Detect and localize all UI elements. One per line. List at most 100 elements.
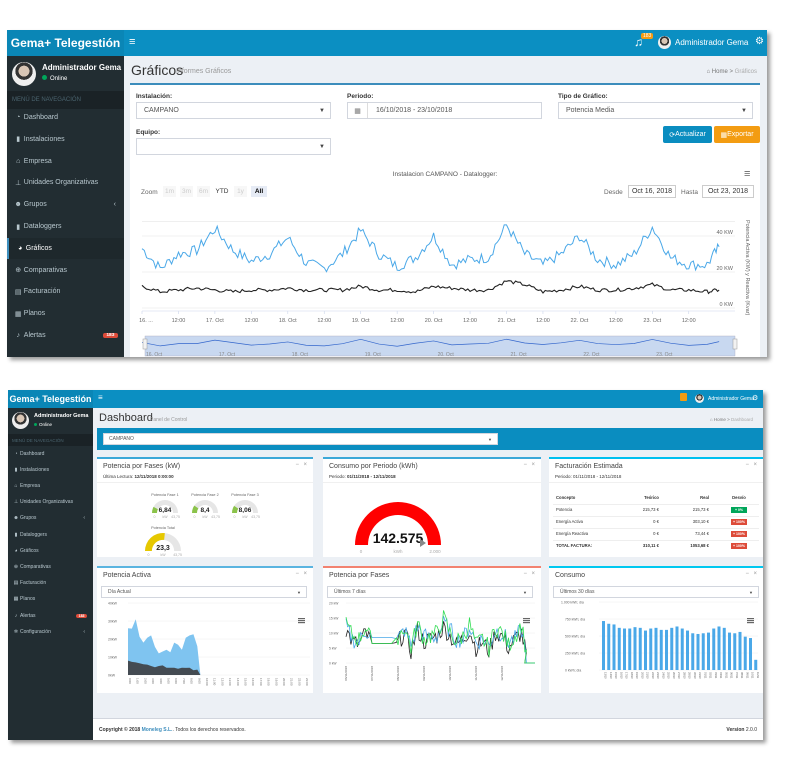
sidebar-item-comparativas[interactable]: ⊕ Comparativas xyxy=(8,559,93,574)
sidebar-item-unidades[interactable]: ⊥ Unidades Organizativas xyxy=(7,172,124,193)
installation-bar: CAMPANO ▼ xyxy=(97,428,763,450)
sidebar-item-dashboard[interactable]: ◔ Dashboard xyxy=(7,107,124,128)
collapse-icon[interactable]: − xyxy=(745,571,749,577)
navigator-left-handle[interactable] xyxy=(142,338,148,350)
zoom-6m-button[interactable]: 6m xyxy=(197,186,210,197)
periodo-input[interactable]: ▦ 16/10/2018 - 23/10/2018 xyxy=(347,102,542,119)
y-tick-label: 5 kW xyxy=(329,647,337,651)
sidebar-item-configuracion[interactable]: ✲ Configuración ‹ xyxy=(8,624,93,639)
gauge-min: 0 xyxy=(193,515,195,519)
avatar[interactable] xyxy=(695,394,704,403)
sidebar-item-label: Facturación xyxy=(23,288,61,296)
close-icon[interactable]: × xyxy=(303,462,307,468)
sidebar-item-grupos[interactable]: ☻ Grupos ‹ xyxy=(8,511,93,526)
period-select[interactable]: Últimos 30 días ▼ xyxy=(553,586,759,598)
gauge-fill xyxy=(145,533,165,551)
installation-select[interactable]: CAMPANO ▼ xyxy=(103,433,498,445)
consumo-bar-chart[interactable]: 0 kWh; día 250 kWh; día 500 kWh; día 750 kW… xyxy=(551,598,760,690)
sidebar-item-alertas[interactable]: ♪ Alertas 183 xyxy=(7,325,124,346)
series-line-1 xyxy=(141,280,720,295)
sidebar-item-planos[interactable]: ▦ Planos xyxy=(7,303,124,324)
caret-down-icon: ▼ xyxy=(319,143,325,150)
notifications-bell-icon[interactable]: ♫ xyxy=(634,35,643,49)
bar xyxy=(617,627,621,670)
chart-menu-icon[interactable] xyxy=(523,618,530,624)
close-icon[interactable]: × xyxy=(531,571,535,577)
potencia-activa-chart[interactable]: 0kW 10kW 20kW 30kW 40kW 0:00 1:00 2:00 3:00 4:00 5… xyxy=(100,598,310,690)
settings-gears-icon[interactable]: ⚙ xyxy=(752,395,759,402)
user-status: Online xyxy=(34,422,52,427)
hasta-input[interactable]: Oct 23, 2018 xyxy=(702,185,754,198)
sidebar-item-instalaciones[interactable]: ▮ Instalaciones xyxy=(8,462,93,477)
sidebar-item-empresa[interactable]: ⌂ Empresa xyxy=(7,151,124,172)
user-menu-name[interactable]: Administrador Gema xyxy=(708,396,754,402)
chart-menu-icon[interactable] xyxy=(298,618,305,624)
close-icon[interactable]: × xyxy=(753,462,757,468)
navigator-right-handle[interactable] xyxy=(732,338,738,350)
gauge-value: 6,84 xyxy=(159,507,172,514)
collapse-icon[interactable]: − xyxy=(523,571,527,577)
sidebar-toggle-icon[interactable]: ≡ xyxy=(129,36,136,48)
sidebar-toggle-icon[interactable]: ≡ xyxy=(98,393,103,402)
close-icon[interactable]: × xyxy=(753,571,757,577)
desde-input[interactable]: Oct 16, 2018 xyxy=(628,185,676,198)
sidebar-item-graficos[interactable]: ◕ Gráficos xyxy=(7,237,124,259)
sidebar-item-dataloggers[interactable]: ▮ Dataloggers xyxy=(7,216,124,237)
sidebar-item-facturacion[interactable]: ▤ Facturación xyxy=(8,576,93,591)
x-tick-label: 25/10 xyxy=(667,672,671,679)
chart-menu-icon[interactable] xyxy=(747,618,754,624)
potencia-fases-chart[interactable]: 0 kW 5 kW 10 kW 15 kW 20 kW 06/11/2018 07/11/2… xyxy=(325,598,540,690)
tipo-grafico-select[interactable]: Potencia Media ▼ xyxy=(558,102,753,119)
sidebar-item-grupos[interactable]: ☻ Grupos ‹ xyxy=(7,194,124,215)
collapse-icon[interactable]: − xyxy=(295,571,299,577)
close-icon[interactable]: × xyxy=(531,462,535,468)
sidebar-item-comparativas[interactable]: ⊕ Comparativas xyxy=(7,260,124,281)
sidebar-item-graficos[interactable]: ◕ Gráficos xyxy=(8,543,93,558)
building-icon: ▮ xyxy=(16,136,21,144)
zoom-ytd-button[interactable]: YTD xyxy=(214,186,230,197)
chart-menu-icon[interactable]: ≡ xyxy=(744,168,751,180)
x-tick-label: 12:00 xyxy=(244,318,258,324)
user-menu-name[interactable]: Administrador Gema xyxy=(675,38,749,47)
collapse-icon[interactable]: − xyxy=(295,462,299,468)
potencia-line-chart[interactable]: 0 KW 20 KW 40 KW Potencia Activa (KW) y Rea… xyxy=(135,215,755,357)
settings-gears-icon[interactable]: ⚙ xyxy=(755,36,764,47)
exportar-button[interactable]: ▦ Exportar xyxy=(714,126,760,143)
sidebar-item-unidades[interactable]: ⊥ Unidades Organizativas xyxy=(8,495,93,510)
desde-label: Desde xyxy=(604,189,623,196)
x-tick-label: 6:00 xyxy=(174,678,178,684)
zoom-1y-button[interactable]: 1y xyxy=(234,186,247,197)
bar xyxy=(696,633,700,670)
sidebar-item-dataloggers[interactable]: ▮ Dataloggers xyxy=(8,527,93,542)
equipo-select[interactable]: ▼ xyxy=(136,138,331,155)
sidebar: Administrador Gema Online MENÚ DE NAVEGA… xyxy=(7,56,124,357)
sidebar-item-facturacion[interactable]: ▤ Facturación xyxy=(7,281,124,302)
page-title: Dashboard xyxy=(99,412,153,424)
avatar[interactable] xyxy=(658,36,671,49)
app-logo[interactable]: Gema+ Telegestión xyxy=(8,390,93,408)
zoom-3m-button[interactable]: 3m xyxy=(180,186,193,197)
zoom-all-button[interactable]: All xyxy=(251,186,267,197)
sidebar-item-empresa[interactable]: ⌂ Empresa xyxy=(8,478,93,493)
period-select[interactable]: Últimos 7 días ▼ xyxy=(327,586,533,598)
sidebar-item-planos[interactable]: ▦ Planos xyxy=(8,592,93,607)
breadcrumb-home[interactable]: Home xyxy=(713,417,726,422)
card-consumo-periodo: Consumo por Periodo (kWh) − × Periodo: 0… xyxy=(323,457,541,557)
collapse-icon[interactable]: − xyxy=(523,462,527,468)
instalacion-select[interactable]: CAMPANO ▼ xyxy=(136,102,331,119)
sidebar-item-instalaciones[interactable]: ▮ Instalaciones xyxy=(7,129,124,150)
avatar xyxy=(12,412,29,429)
period-select[interactable]: Día Actual ▼ xyxy=(101,586,307,598)
x-tick-label: 16:00 xyxy=(251,678,255,686)
collapse-icon[interactable]: − xyxy=(745,462,749,468)
app-logo[interactable]: Gema+ Telegestión xyxy=(7,30,124,56)
zoom-1m-button[interactable]: 1m xyxy=(163,186,176,197)
close-icon[interactable]: × xyxy=(303,571,307,577)
sidebar-item-alertas[interactable]: ♪ Alertas 183 xyxy=(8,608,93,623)
actualizar-button[interactable]: ⟳ Actualizar xyxy=(663,126,712,143)
notifications-bell-icon[interactable] xyxy=(680,393,687,401)
sidebar-item-dashboard[interactable]: ◔ Dashboard xyxy=(8,446,93,461)
alerts-badge: 183 xyxy=(76,613,87,618)
breadcrumb-home[interactable]: Home xyxy=(711,69,728,75)
company-link[interactable]: Moneleg S.L. xyxy=(141,727,173,733)
